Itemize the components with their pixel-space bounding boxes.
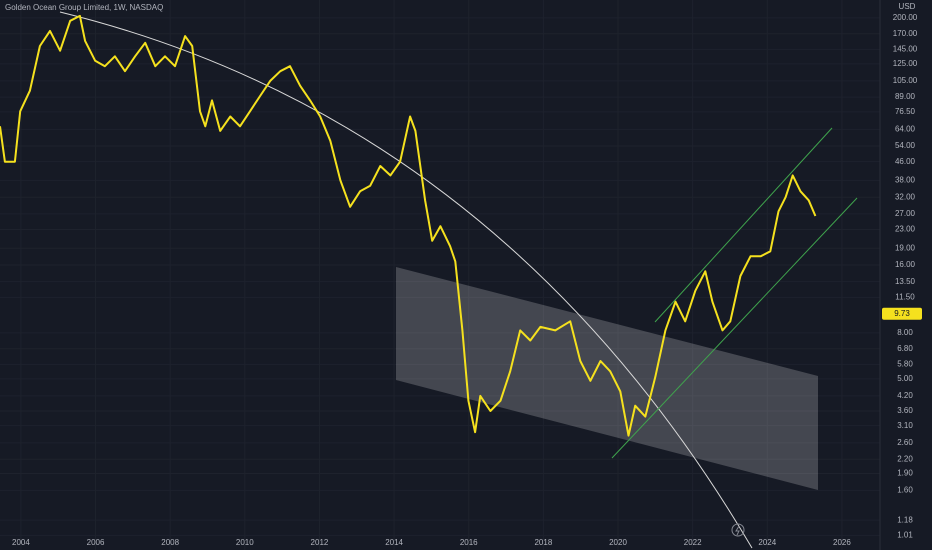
x-tick-label: 2014 — [385, 538, 403, 547]
y-tick-label: 4.20 — [897, 391, 913, 400]
channel-upper — [654, 127, 833, 323]
channel-lower — [611, 197, 858, 459]
price-line — [0, 14, 817, 437]
y-tick-label: 89.00 — [895, 92, 916, 101]
last-price-box — [882, 307, 922, 320]
y-tick-label: 125.00 — [893, 59, 918, 68]
last-price-label: 9.73 — [894, 309, 910, 318]
y-tick-label: 1.18 — [897, 515, 913, 524]
x-tick-label: 2016 — [460, 538, 478, 547]
y-tick-label: 8.00 — [897, 328, 913, 337]
x-tick-label: 2026 — [833, 538, 851, 547]
chart-title: Golden Ocean Group Limited, 1W, NASDAQ — [5, 3, 163, 12]
channel-box — [396, 267, 818, 490]
x-tick-label: 2018 — [534, 538, 552, 547]
x-tick-label: 2008 — [161, 538, 179, 547]
y-tick-label: 1.60 — [897, 485, 913, 494]
icon[interactable] — [731, 523, 745, 537]
x-tick-label: 2004 — [12, 538, 30, 547]
y-tick-label: 2.20 — [897, 454, 913, 463]
x-tick-label: 2010 — [236, 538, 254, 547]
y-tick-label: 19.00 — [895, 243, 916, 252]
x-tick-label: 2022 — [684, 538, 702, 547]
y-tick-label: 13.50 — [895, 277, 916, 286]
y-tick-label: 5.80 — [897, 359, 913, 368]
y-tick-label: 11.50 — [895, 292, 915, 301]
y-tick-label: 3.10 — [897, 421, 913, 430]
trend-curve — [59, 11, 753, 549]
y-tick-label: 5.00 — [897, 374, 913, 383]
y-tick-label: 170.00 — [893, 29, 918, 38]
y-tick-label: 6.80 — [897, 344, 913, 353]
y-tick-label: 145.00 — [893, 44, 918, 53]
y-tick-label: 46.00 — [895, 157, 916, 166]
grid — [0, 0, 880, 550]
plot — [0, 14, 817, 437]
y-axis-label: USD — [899, 2, 916, 11]
x-tick-label: 2020 — [609, 538, 627, 547]
y-tick-label: 54.00 — [895, 141, 916, 150]
y-tick-label: 3.60 — [897, 406, 913, 415]
y-tick-label: 1.90 — [897, 469, 913, 478]
y-tick-label: 16.00 — [895, 260, 916, 269]
y-tick-label: 27.00 — [895, 209, 916, 218]
y-tick-label: 1.01 — [897, 531, 913, 540]
y-tick-label: 64.00 — [895, 124, 916, 133]
y-tick-label: 105.00 — [893, 76, 918, 85]
y-tick-label: 32.00 — [895, 192, 916, 201]
x-tick-label: 2012 — [311, 538, 329, 547]
y-tick-label: 76.50 — [895, 107, 916, 116]
x-tick-label: 2006 — [87, 538, 105, 547]
icon-bolt — [735, 525, 740, 536]
y-tick-label: 2.60 — [897, 438, 913, 447]
y-tick-label: 23.00 — [895, 225, 916, 234]
y-tick-label: 38.00 — [895, 175, 916, 184]
x-tick-label: 2024 — [758, 538, 776, 547]
y-tick-label: 200.00 — [893, 13, 918, 22]
